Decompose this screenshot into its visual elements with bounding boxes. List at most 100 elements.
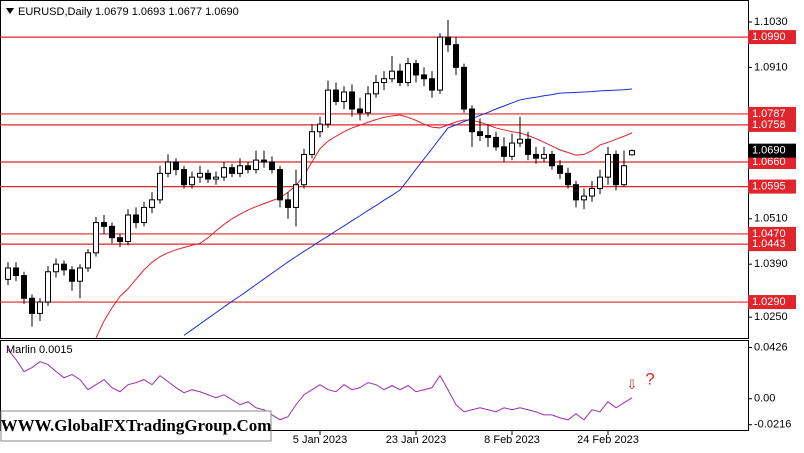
candle-body bbox=[525, 138, 531, 155]
last-price-label: 1.0690 bbox=[752, 145, 786, 157]
candle-body bbox=[45, 271, 51, 303]
candle-body bbox=[357, 108, 363, 114]
level-label-box bbox=[748, 179, 796, 194]
candle-body bbox=[437, 36, 443, 91]
candle-body bbox=[293, 184, 299, 208]
candle-body bbox=[197, 172, 203, 178]
candle-body bbox=[109, 225, 115, 239]
candle-body bbox=[493, 136, 499, 148]
level-label: 1.0290 bbox=[752, 296, 786, 308]
candle-body bbox=[253, 159, 259, 171]
candle-body bbox=[117, 237, 123, 242]
candle-body bbox=[85, 252, 91, 269]
candle-body bbox=[325, 89, 331, 125]
x-tick-label: 23 Jan 2023 bbox=[386, 434, 447, 446]
candle-body bbox=[557, 165, 563, 174]
level-label: 1.0660 bbox=[752, 156, 786, 168]
x-tick-label: 24 Feb 2023 bbox=[577, 434, 639, 446]
candle-body bbox=[189, 176, 195, 186]
level-label-box bbox=[748, 295, 796, 310]
candle-body bbox=[229, 167, 235, 174]
level-label: 1.0787 bbox=[752, 108, 786, 120]
candle-body bbox=[5, 267, 11, 280]
candle-body bbox=[341, 91, 347, 102]
candle-body bbox=[69, 269, 75, 282]
candle-body bbox=[397, 70, 403, 84]
candle-body bbox=[469, 108, 475, 133]
candle-body bbox=[21, 275, 27, 299]
level-label: 1.0990 bbox=[752, 31, 786, 43]
candle-body bbox=[429, 78, 435, 91]
candle-body bbox=[517, 138, 523, 144]
candle-body bbox=[413, 63, 419, 76]
candle-body bbox=[605, 153, 611, 178]
candle-body bbox=[213, 176, 219, 180]
candle-body bbox=[621, 165, 627, 186]
chart-title: EURUSD,Daily 1.0679 1.0693 1.0677 1.0690 bbox=[18, 6, 239, 18]
level-label: 1.0595 bbox=[752, 181, 786, 193]
candle-body bbox=[445, 36, 451, 46]
oscillator-line bbox=[7, 349, 633, 421]
candle-body bbox=[181, 169, 187, 186]
candle-body bbox=[349, 91, 355, 110]
candle-body bbox=[597, 176, 603, 189]
candle-body bbox=[541, 153, 547, 159]
candle-body bbox=[245, 165, 251, 171]
candle-body bbox=[173, 161, 179, 171]
candle-body bbox=[221, 167, 227, 178]
axes: 1.1030 1.0910 1.0510 1.0390 1.0250 1.0990 1.07… bbox=[293, 16, 796, 446]
candle-body bbox=[565, 172, 571, 186]
y-tick-label: 1.0510 bbox=[754, 213, 788, 225]
candle-body bbox=[77, 267, 83, 282]
candle-body bbox=[461, 66, 467, 110]
candle-body bbox=[381, 78, 387, 84]
candle-body bbox=[629, 150, 635, 156]
candle-body bbox=[317, 123, 323, 133]
osc-frame bbox=[0, 340, 749, 431]
osc-title: Marlin 0.0015 bbox=[6, 344, 73, 356]
candle-body bbox=[333, 89, 339, 102]
level-label: 1.0470 bbox=[752, 228, 786, 240]
candle-body bbox=[261, 159, 267, 163]
candle-body bbox=[549, 153, 555, 167]
candle-body bbox=[501, 146, 507, 157]
candle-body bbox=[421, 74, 427, 80]
candle-body bbox=[309, 131, 315, 155]
level-label-box bbox=[748, 237, 796, 252]
main-frame bbox=[0, 0, 749, 339]
last-price-box bbox=[748, 143, 796, 158]
candle-body bbox=[125, 214, 131, 242]
level-label-box bbox=[748, 117, 796, 132]
candle-body bbox=[613, 153, 619, 186]
annotation-arrow: ⇩ bbox=[627, 377, 638, 392]
level-label: 1.0758 bbox=[752, 119, 786, 131]
x-tick-label: 5 Jan 2023 bbox=[293, 434, 347, 446]
candle-body bbox=[37, 301, 43, 314]
candle-body bbox=[133, 214, 139, 224]
y-tick-label: 1.0250 bbox=[754, 311, 788, 323]
candle-body bbox=[373, 82, 379, 95]
candle-body bbox=[301, 153, 307, 186]
candle-body bbox=[165, 161, 171, 174]
candle-body bbox=[277, 169, 283, 201]
osc-plot bbox=[7, 349, 633, 421]
candle-body bbox=[285, 199, 291, 208]
candle-body bbox=[581, 195, 587, 201]
level-label-box bbox=[748, 106, 796, 121]
menu-icon bbox=[6, 8, 14, 14]
level-label: 1.0443 bbox=[752, 238, 786, 250]
candle-body bbox=[93, 222, 99, 254]
candle-body bbox=[237, 165, 243, 174]
candle-body bbox=[365, 93, 371, 114]
candle-body bbox=[205, 172, 211, 180]
candle-body bbox=[509, 142, 515, 157]
y-tick-label: 0.0426 bbox=[754, 341, 788, 353]
candle-body bbox=[453, 44, 459, 68]
candle-body bbox=[53, 263, 59, 273]
candle-body bbox=[533, 153, 539, 159]
candle-body bbox=[269, 161, 275, 171]
main-plot bbox=[0, 20, 748, 338]
y-tick-label: 1.1030 bbox=[754, 16, 788, 28]
